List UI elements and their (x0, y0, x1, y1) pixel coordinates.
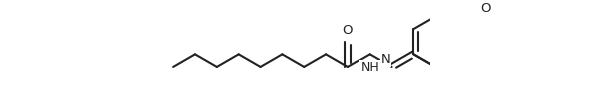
Text: NH: NH (361, 61, 379, 74)
Text: O: O (480, 2, 491, 15)
Text: O: O (343, 24, 353, 37)
Text: N: N (381, 53, 390, 66)
